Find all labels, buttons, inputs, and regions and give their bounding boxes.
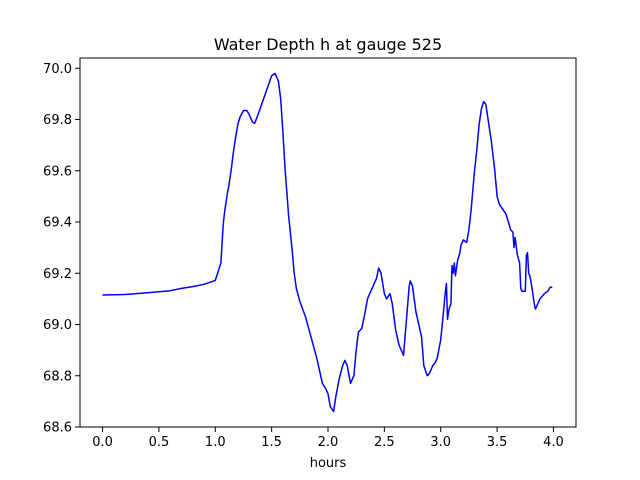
y-tick-label: 70.0	[43, 62, 72, 77]
y-tick-label: 69.2	[43, 267, 72, 282]
y-axis-ticks: 68.6 68.8 69.0 69.2 69.4 69.6 69.8 70.0	[43, 62, 80, 436]
x-tick-label: 3.0	[430, 435, 451, 450]
x-axis-ticks: 0.0 0.5 1.0 1.5 2.0 2.5 3.0 3.5 4.0	[92, 427, 564, 450]
x-tick-label: 4.0	[543, 435, 564, 450]
x-tick-label: 3.5	[487, 435, 508, 450]
plot-frame	[79, 57, 577, 428]
y-tick-label: 68.6	[43, 421, 72, 436]
y-tick-label: 69.4	[43, 216, 72, 231]
chart-title: Water Depth h at gauge 525	[214, 35, 442, 54]
x-axis-label: hours	[310, 456, 347, 471]
y-tick-label: 69.6	[43, 164, 72, 179]
x-tick-label: 0.0	[92, 435, 113, 450]
water-depth-series-line	[102, 72, 553, 413]
y-tick-label: 68.8	[43, 369, 72, 384]
x-tick-label: 1.0	[205, 435, 226, 450]
x-tick-label: 1.5	[261, 435, 282, 450]
x-tick-label: 2.0	[318, 435, 339, 450]
y-tick-label: 69.0	[43, 318, 72, 333]
x-tick-label: 0.5	[149, 435, 170, 450]
y-tick-label: 69.8	[43, 113, 72, 128]
x-tick-label: 2.5	[374, 435, 395, 450]
